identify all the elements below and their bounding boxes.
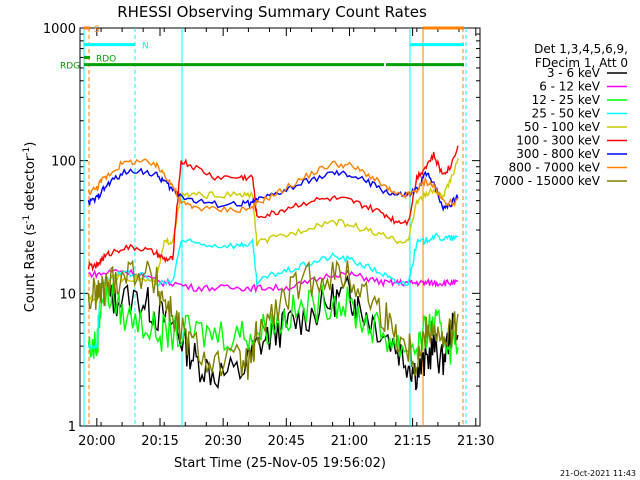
legend: Det 1,3,4,5,6,9, FDecim 1, Att 0 3 - 6 k… <box>493 42 628 188</box>
timestamp: 21-Oct-2021 11:43 <box>560 469 636 478</box>
y-tick-label: 1 <box>68 420 76 435</box>
x-tick-label: 20:45 <box>268 434 305 449</box>
y-label-end: ) <box>23 142 38 147</box>
series-line <box>108 274 459 391</box>
series-line <box>87 232 458 351</box>
flag-label: RDO <box>96 54 116 64</box>
series-line <box>87 158 459 303</box>
series-line <box>87 259 459 380</box>
series-line <box>87 167 459 212</box>
data-series <box>87 145 459 391</box>
flag-label: RDG <box>60 62 80 72</box>
x-tick-label: 21:15 <box>394 434 431 449</box>
x-tick-label: 20:15 <box>141 434 178 449</box>
series-line <box>87 158 459 214</box>
x-tick-label: 20:00 <box>78 434 115 449</box>
legend-label: 50 - 100 keV <box>524 120 601 134</box>
legend-header-1: Det 1,3,4,5,6,9, <box>534 42 628 56</box>
legend-header-2: FDecim 1, Att 0 <box>535 56 628 70</box>
flag-bars: S N RDO RDG <box>60 25 464 72</box>
chart-title: RHESSI Observing Summary Count Rates <box>117 3 427 21</box>
legend-label: 3 - 6 keV <box>547 66 601 80</box>
flag-label: N <box>142 42 149 52</box>
y-label-sup1: -1 <box>22 215 32 224</box>
legend-label: 12 - 25 keV <box>532 93 601 107</box>
y-label-mid: detector <box>23 155 38 215</box>
x-tick-label: 21:00 <box>331 434 368 449</box>
series-line <box>88 268 459 294</box>
x-tick-label: 21:30 <box>457 434 494 449</box>
legend-label: 100 - 300 keV <box>516 134 600 148</box>
y-tick-label: 1000 <box>43 22 76 37</box>
y-tick-labels: 1 10 100 1000 <box>43 22 76 435</box>
legend-label: 300 - 800 keV <box>516 147 600 161</box>
y-label-sup2: -1 <box>22 147 32 156</box>
y-tick-label: 100 <box>51 155 76 170</box>
legend-label: 7000 - 15000 keV <box>493 174 600 188</box>
legend-label: 800 - 7000 keV <box>509 161 601 175</box>
legend-label: 6 - 12 keV <box>539 80 601 94</box>
x-tick-label: 20:30 <box>204 434 241 449</box>
legend-label: 25 - 50 keV <box>532 107 601 121</box>
y-axis-label: Count Rate (s-1 detector-1) <box>22 142 38 313</box>
y-tick-label: 10 <box>59 287 76 302</box>
series-line <box>87 145 459 272</box>
x-tick-labels: 20:00 20:15 20:30 20:45 21:00 21:15 21:30 <box>78 434 494 449</box>
axis-ticks <box>79 27 481 427</box>
y-label-main: Count Rate (s <box>23 224 38 313</box>
flag-label: S <box>94 25 100 35</box>
plot-frame <box>79 27 481 427</box>
x-axis-label: Start Time (25-Nov-05 19:56:02) <box>174 456 386 471</box>
series-line <box>87 278 459 365</box>
